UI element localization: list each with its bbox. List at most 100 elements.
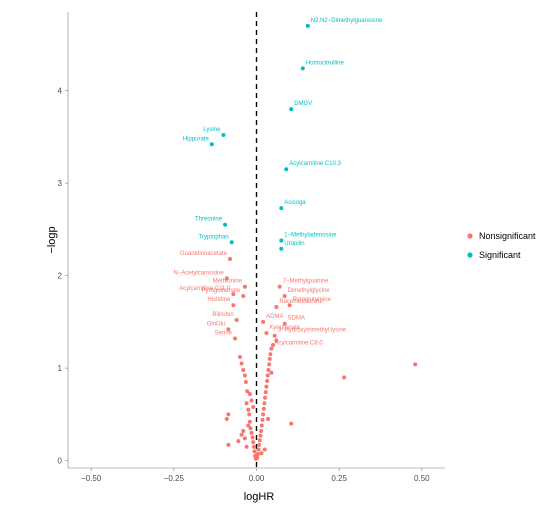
nonsignificant-point xyxy=(260,417,265,422)
nonsignificant-point xyxy=(233,336,238,341)
y-tick-label: 4 xyxy=(58,87,63,96)
nonsignificant-point xyxy=(265,373,270,378)
point-label: N−Acetylcarnosine xyxy=(174,270,225,276)
nonsignificant-point xyxy=(224,276,229,281)
point-label: Acylcarnitine C8:0 xyxy=(274,341,323,347)
data-points xyxy=(209,23,418,461)
nonsignificant-point xyxy=(242,436,247,441)
nonsignificant-point xyxy=(282,293,287,298)
significant-point xyxy=(229,240,234,245)
nonsignificant-point xyxy=(256,447,261,452)
y-tick-label: 2 xyxy=(58,272,63,281)
nonsignificant-point xyxy=(269,346,274,351)
significant-point xyxy=(209,142,214,147)
point-label: Histidine xyxy=(207,297,231,303)
point-label: ADMA xyxy=(266,314,283,320)
point-label: Pyroglutamine xyxy=(293,297,332,303)
nonsignificant-point xyxy=(259,429,264,434)
nonsignificant-point xyxy=(251,404,256,409)
significant-point xyxy=(221,133,226,138)
nonsignificant-point xyxy=(259,423,264,428)
x-axis-title: logHR xyxy=(244,491,275,503)
nonsignificant-point xyxy=(259,451,264,456)
point-label: DMGV xyxy=(294,101,312,107)
nonsignificant-point xyxy=(251,440,256,445)
legend-label-significant: Significant xyxy=(479,250,521,260)
nonsignificant-point xyxy=(244,444,249,449)
nonsignificant-point xyxy=(255,452,260,457)
point-label: Dimethylglycine xyxy=(288,288,331,294)
x-tick-label: 0.25 xyxy=(331,474,347,483)
point-label: 1−Methyladenosine xyxy=(284,232,337,238)
nonsignificant-point xyxy=(249,398,254,403)
nonsignificant-point xyxy=(262,401,267,406)
point-label: Tryptophan xyxy=(199,234,229,240)
x-tick-label: 0.50 xyxy=(414,474,430,483)
nonsignificant-point xyxy=(252,449,257,454)
nonsignificant-point xyxy=(228,256,233,261)
nonsignificant-point xyxy=(245,389,250,394)
point-label: Acylcarnitine C10:3 xyxy=(289,161,341,167)
nonsignificant-point xyxy=(241,367,246,372)
point-label: SDMA xyxy=(288,316,305,322)
nonsignificant-point xyxy=(261,406,266,411)
nonsignificant-point xyxy=(257,442,262,447)
point-label: Homocitrulline xyxy=(306,60,345,66)
nonsignificant-point xyxy=(239,361,244,366)
nonsignificant-point xyxy=(268,352,273,357)
point-label: Acisoga xyxy=(284,200,306,206)
significant-point xyxy=(300,66,305,71)
nonsignificant-point xyxy=(263,390,268,395)
nonsignificant-point xyxy=(413,362,418,367)
nonsignificant-point xyxy=(251,444,256,449)
legend: Nonsignificant Significant xyxy=(467,231,536,260)
nonsignificant-point xyxy=(274,338,279,343)
nonsignificant-point xyxy=(246,423,251,428)
y-tick-label: 1 xyxy=(58,364,63,373)
nonsignificant-point xyxy=(271,342,276,347)
nonsignificant-point xyxy=(247,392,252,397)
y-ticks: 0 1 2 3 4 xyxy=(58,87,68,466)
nonsignificant-point xyxy=(258,433,263,438)
nonsignificant-point xyxy=(247,419,252,424)
nonsignificant-point xyxy=(267,362,272,367)
nonsignificant-point xyxy=(277,284,282,289)
point-label: Acylcarnitine C11:0 xyxy=(179,286,231,292)
x-tick-label: −0.25 xyxy=(164,474,185,483)
nonsignificant-point xyxy=(247,412,252,417)
nonsignificant-point xyxy=(231,292,236,297)
nonsignificant-point xyxy=(272,333,277,338)
nonsignificant-point xyxy=(342,375,347,380)
x-tick-label: −0.50 xyxy=(81,474,102,483)
nonsignificant-point xyxy=(287,303,292,308)
nonsignificant-point xyxy=(241,293,246,298)
point-label: Bilirubin xyxy=(212,312,233,318)
nonsignificant-point xyxy=(266,416,271,421)
point-label: GlnGlu xyxy=(207,321,226,327)
nonsignificant-point xyxy=(266,367,271,372)
nonsignificant-point xyxy=(264,330,269,335)
nonsignificant-point xyxy=(224,416,229,421)
nonsignificant-point xyxy=(236,439,241,444)
nonsignificant-point xyxy=(257,438,262,443)
significant-point xyxy=(223,222,228,227)
nonsignificant-point xyxy=(269,370,274,375)
point-label: Methionine xyxy=(213,279,243,285)
nonsignificant-point xyxy=(226,412,231,417)
significant-point xyxy=(305,23,310,28)
nonsignificant-point xyxy=(242,284,247,289)
legend-label-nonsignificant: Nonsignificant xyxy=(479,231,536,241)
point-label: Uropilin xyxy=(284,241,304,247)
nonsignificant-point xyxy=(244,401,249,406)
nonsignificant-point xyxy=(263,395,268,400)
nonsignificant-point xyxy=(246,407,251,412)
nonsignificant-point xyxy=(234,318,239,323)
point-label: Lysine xyxy=(203,127,221,133)
nonsignificant-point xyxy=(249,430,254,435)
significant-point xyxy=(289,107,294,112)
significant-point xyxy=(284,167,289,172)
nonsignificant-point xyxy=(282,321,287,326)
nonsignificant-point xyxy=(265,379,270,384)
nonsignificant-point xyxy=(264,384,269,389)
